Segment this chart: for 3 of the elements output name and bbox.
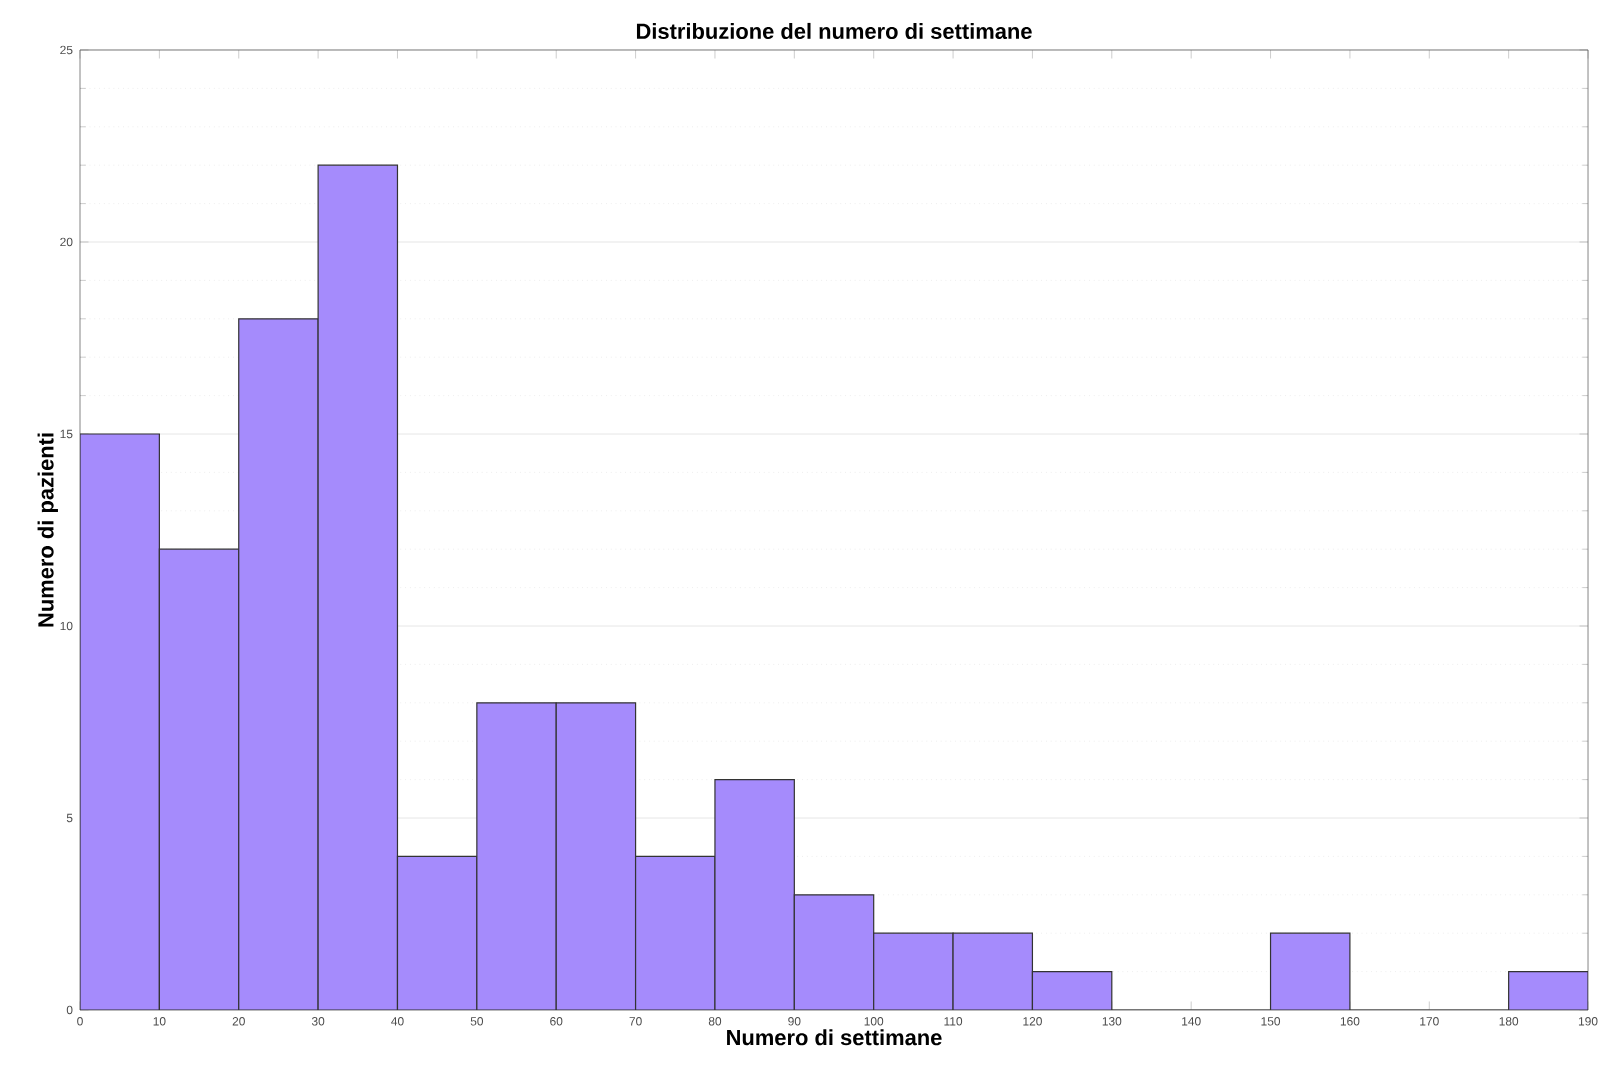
x-axis-title: Numero di settimane (727, 1029, 942, 1046)
y-axis-title: Numero di pazienti (37, 433, 58, 627)
chart-title: Distribuzione del numero di settimane (636, 22, 1032, 39)
